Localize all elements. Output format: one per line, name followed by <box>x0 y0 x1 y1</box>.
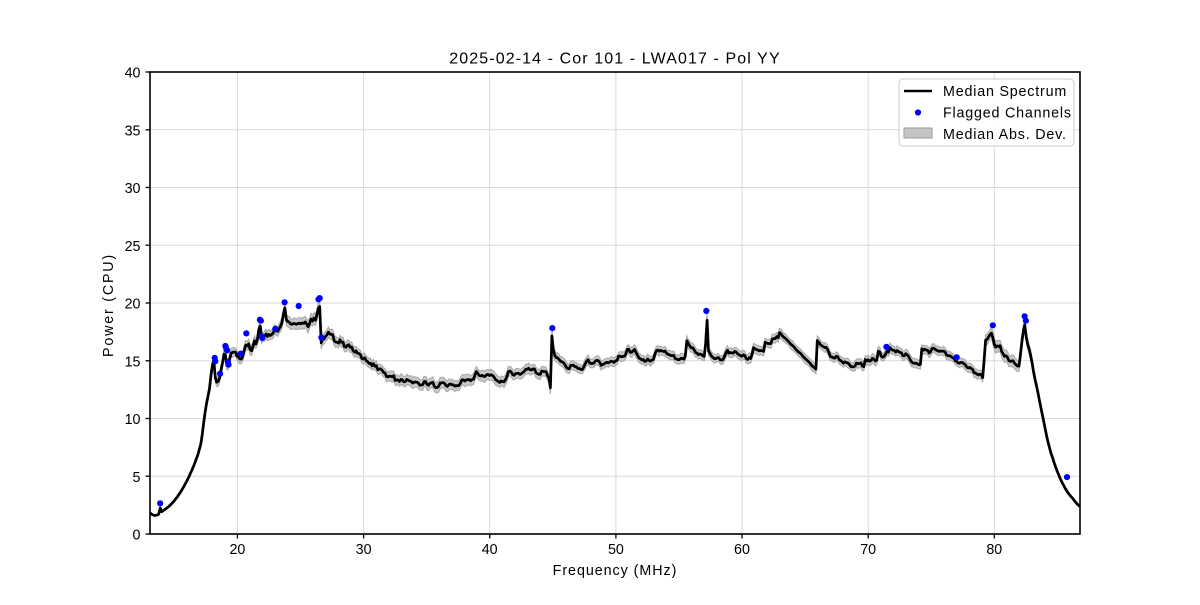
svg-text:15: 15 <box>125 354 141 370</box>
svg-text:5: 5 <box>133 470 141 486</box>
svg-text:2025-02-14 - Cor 101 - LWA017: 2025-02-14 - Cor 101 - LWA017 - Pol YY <box>449 51 780 68</box>
svg-text:30: 30 <box>125 181 141 197</box>
svg-text:30: 30 <box>356 542 372 558</box>
svg-text:Flagged Channels: Flagged Channels <box>943 106 1072 122</box>
svg-text:Frequency (MHz): Frequency (MHz) <box>553 563 678 579</box>
svg-text:80: 80 <box>986 542 1002 558</box>
svg-text:10: 10 <box>125 412 141 428</box>
svg-text:20: 20 <box>125 297 141 313</box>
svg-text:35: 35 <box>125 123 141 139</box>
svg-text:20: 20 <box>229 542 245 558</box>
svg-text:Power (CPU): Power (CPU) <box>101 253 117 357</box>
svg-text:40: 40 <box>125 66 141 82</box>
svg-text:0: 0 <box>133 528 141 544</box>
svg-text:50: 50 <box>608 542 624 558</box>
svg-text:70: 70 <box>860 542 876 558</box>
svg-text:60: 60 <box>734 542 750 558</box>
svg-text:Median Abs. Dev.: Median Abs. Dev. <box>943 127 1067 143</box>
svg-text:25: 25 <box>125 239 141 255</box>
svg-text:40: 40 <box>482 542 498 558</box>
svg-text:Median Spectrum: Median Spectrum <box>943 84 1067 100</box>
